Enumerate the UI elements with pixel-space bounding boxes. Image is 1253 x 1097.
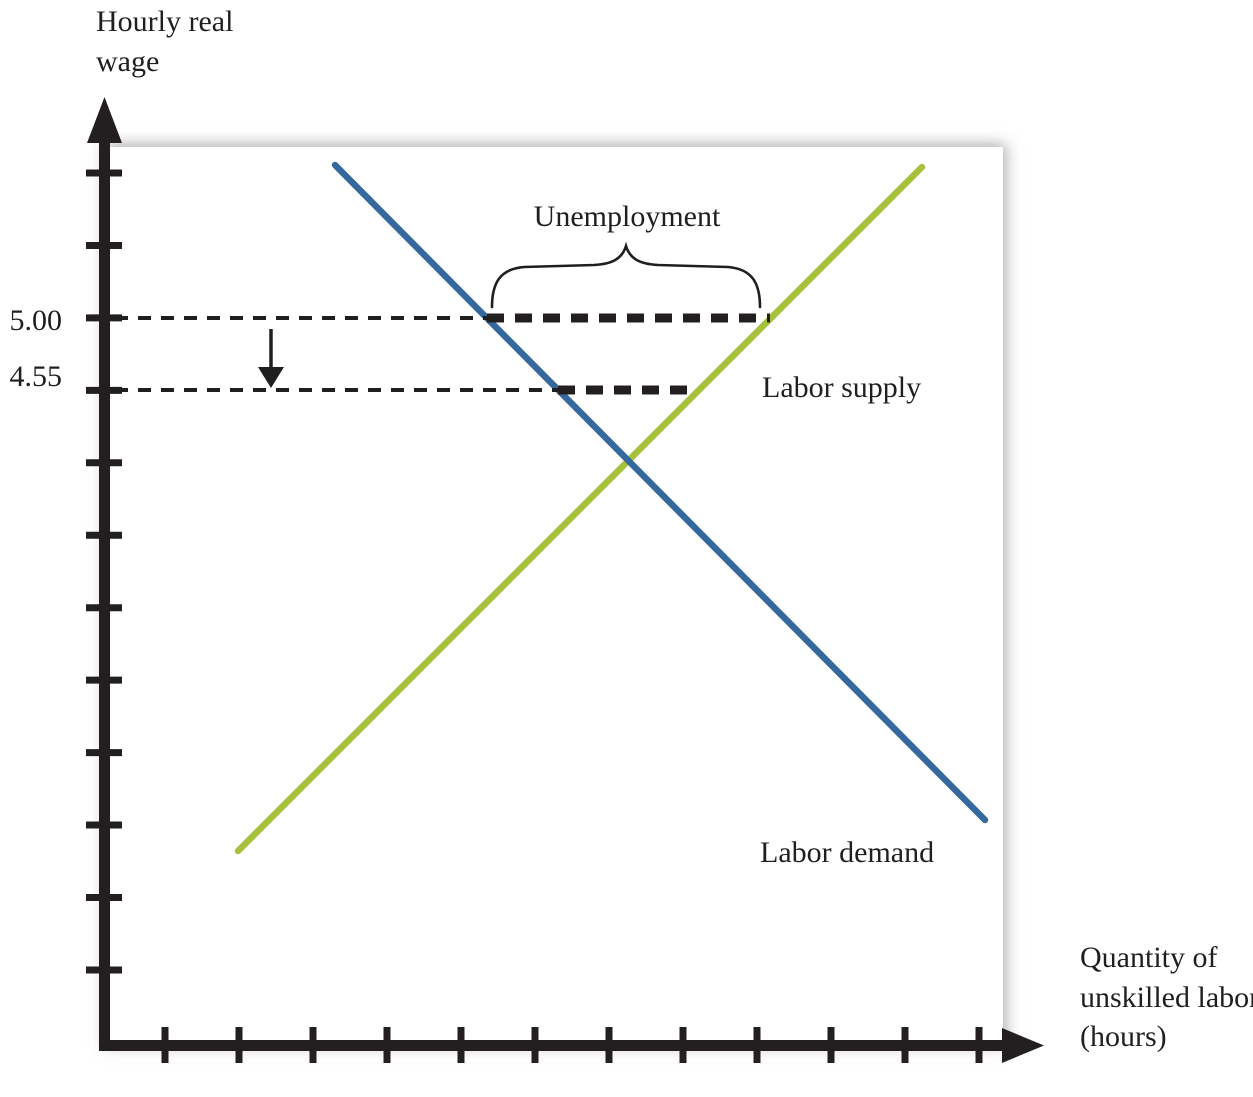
- x-axis-line: [99, 1040, 1005, 1051]
- wage-floor-tick-label: 5.00: [9, 304, 63, 337]
- labor-supply-label: Labor supply: [762, 371, 922, 404]
- labor-supply-line: [234, 163, 926, 855]
- y-axis-arrowhead: [87, 97, 122, 143]
- x-axis-ticks: [161, 1027, 983, 1063]
- unemployment-label: Unemployment: [533, 200, 721, 233]
- x-axis-arrowhead: [1002, 1028, 1044, 1063]
- labor-demand-label: Labor demand: [760, 836, 935, 869]
- reduced-wage-tick-label: 4.55: [9, 360, 63, 393]
- wage-decrease-arrowhead: [258, 367, 284, 388]
- y-axis-title: Hourly real wage: [96, 5, 234, 78]
- x-axis-title: Quantity of unskilled labor (hours): [1080, 941, 1253, 1054]
- plot-area: [108, 147, 1003, 1043]
- wage-decrease-arrow: [258, 329, 284, 388]
- y-axis-line: [99, 126, 110, 1050]
- labor-demand-line: [331, 161, 989, 824]
- unemployment-brace: [490, 241, 762, 309]
- axes: [87, 97, 1044, 1063]
- y-axis-ticks: [86, 169, 122, 974]
